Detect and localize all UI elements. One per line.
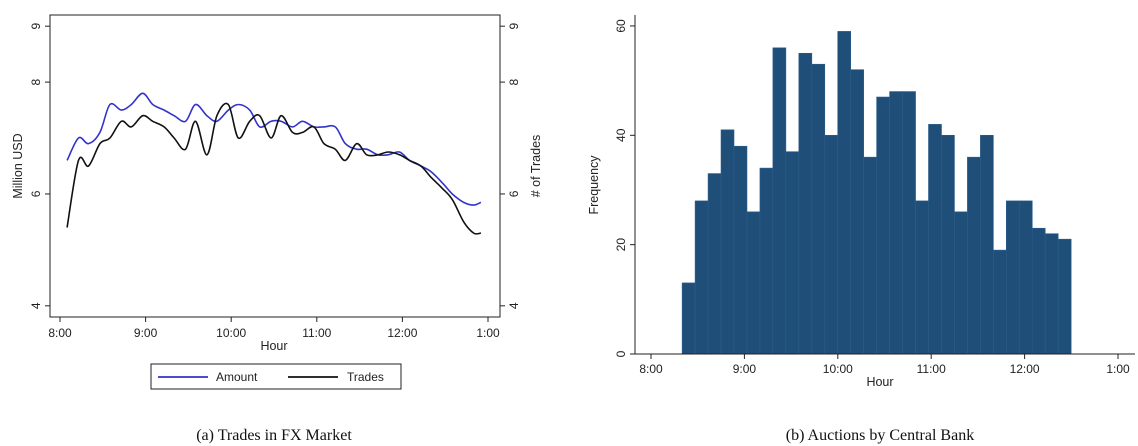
panel-a-xtick-label: 11:00: [302, 326, 331, 340]
histogram-bar: [889, 91, 903, 355]
histogram-bar: [928, 124, 942, 355]
panel-b-xtick-label: 10:00: [823, 362, 853, 376]
panel-a-xtick-label: 10:00: [216, 326, 246, 340]
histogram-bar: [954, 211, 968, 355]
panel-b-ylabel: Frequency: [587, 155, 601, 215]
panel-a-caption: (a) Trades in FX Market: [196, 427, 352, 444]
panel-b-ytick-label: 20: [614, 238, 628, 252]
panel-b-xtick-label: 1:00: [1106, 362, 1130, 376]
panel-a-ytick-right-label: 9: [507, 23, 521, 30]
histogram-bar: [1018, 200, 1033, 355]
histogram-bar: [772, 47, 787, 355]
panel-a-xtick-label: 8:00: [48, 326, 72, 340]
series-line-amount: [66, 92, 482, 206]
panel-b-caption: (b) Auctions by Central Bank: [786, 427, 974, 444]
histogram-bar: [876, 96, 890, 355]
panel-a-ytick-label: 8: [29, 78, 43, 85]
panel-a-xtick-label: 12:00: [387, 326, 417, 340]
histogram-bar: [746, 211, 761, 355]
histogram-bar: [707, 173, 722, 355]
panel-a-xtick-label: 1:00: [476, 326, 500, 340]
panel-b-ytick-label: 60: [614, 19, 628, 33]
panel-a-ytick-label: 6: [29, 190, 43, 197]
histogram-bar: [798, 52, 813, 355]
histogram-bar: [694, 200, 709, 355]
panel-a-ytick-label: 9: [29, 23, 43, 30]
histogram-bar: [759, 167, 774, 355]
panel-a-ytick-right-label: 8: [507, 78, 521, 85]
legend-label-amount: Amount: [216, 370, 258, 384]
panel-b-histogram: 0 20 40 60 8:00 9:00 10:00 11:00 12:00 1:00 Freq…: [587, 15, 1135, 444]
histogram-bar: [967, 156, 981, 355]
panel-a-ylabel-right: # of Trades: [529, 135, 543, 198]
panel-b-ytick-label: 40: [614, 128, 628, 142]
histogram-bar: [785, 151, 800, 355]
panel-a-ytick-right-label: 4: [507, 302, 521, 309]
histogram-bar: [837, 31, 852, 355]
histogram-bar: [720, 129, 735, 355]
panel-a-xtick-label: 9:00: [134, 326, 158, 340]
panel-a-plot-frame: [49, 14, 501, 318]
histogram-bar: [980, 134, 994, 355]
histogram-bar: [1044, 233, 1059, 355]
histogram-bar: [733, 145, 748, 355]
panel-a-ytick-label: 4: [29, 302, 43, 309]
histogram-bar: [824, 134, 839, 355]
histogram-bar: [811, 63, 826, 355]
panel-b-xtick-label: 11:00: [917, 362, 946, 376]
histogram-bar: [902, 91, 916, 355]
histogram-bar: [1057, 238, 1072, 355]
histogram-bar: [941, 134, 955, 355]
panel-a-line-chart: 4 6 8 9 4 6 8 9 8:00 9:00 10:00 11:00 12:00 1:00 Mi…: [11, 14, 543, 444]
histogram-bar: [1006, 200, 1020, 355]
panel-b-ytick-label: 0: [614, 350, 628, 357]
histogram-bar: [863, 156, 877, 355]
panel-b-xtick-label: 8:00: [639, 362, 663, 376]
panel-b-xlabel: Hour: [866, 375, 893, 389]
histogram-bar: [915, 200, 929, 355]
panel-b-xtick-label: 9:00: [733, 362, 757, 376]
legend-label-trades: Trades: [347, 370, 384, 384]
histogram-bar: [993, 249, 1007, 355]
panel-b-xtick-label: 12:00: [1010, 362, 1040, 376]
series-line-trades: [66, 102, 482, 235]
histogram-bar: [681, 282, 696, 355]
panel-a-legend: Amount Trades: [150, 363, 402, 390]
panel-a-ytick-right-label: 6: [507, 190, 521, 197]
histogram-bar: [850, 69, 864, 355]
panel-a-ylabel: Million USD: [11, 133, 25, 198]
histogram-bar: [1031, 227, 1046, 355]
panel-a-xlabel: Hour: [260, 339, 287, 353]
